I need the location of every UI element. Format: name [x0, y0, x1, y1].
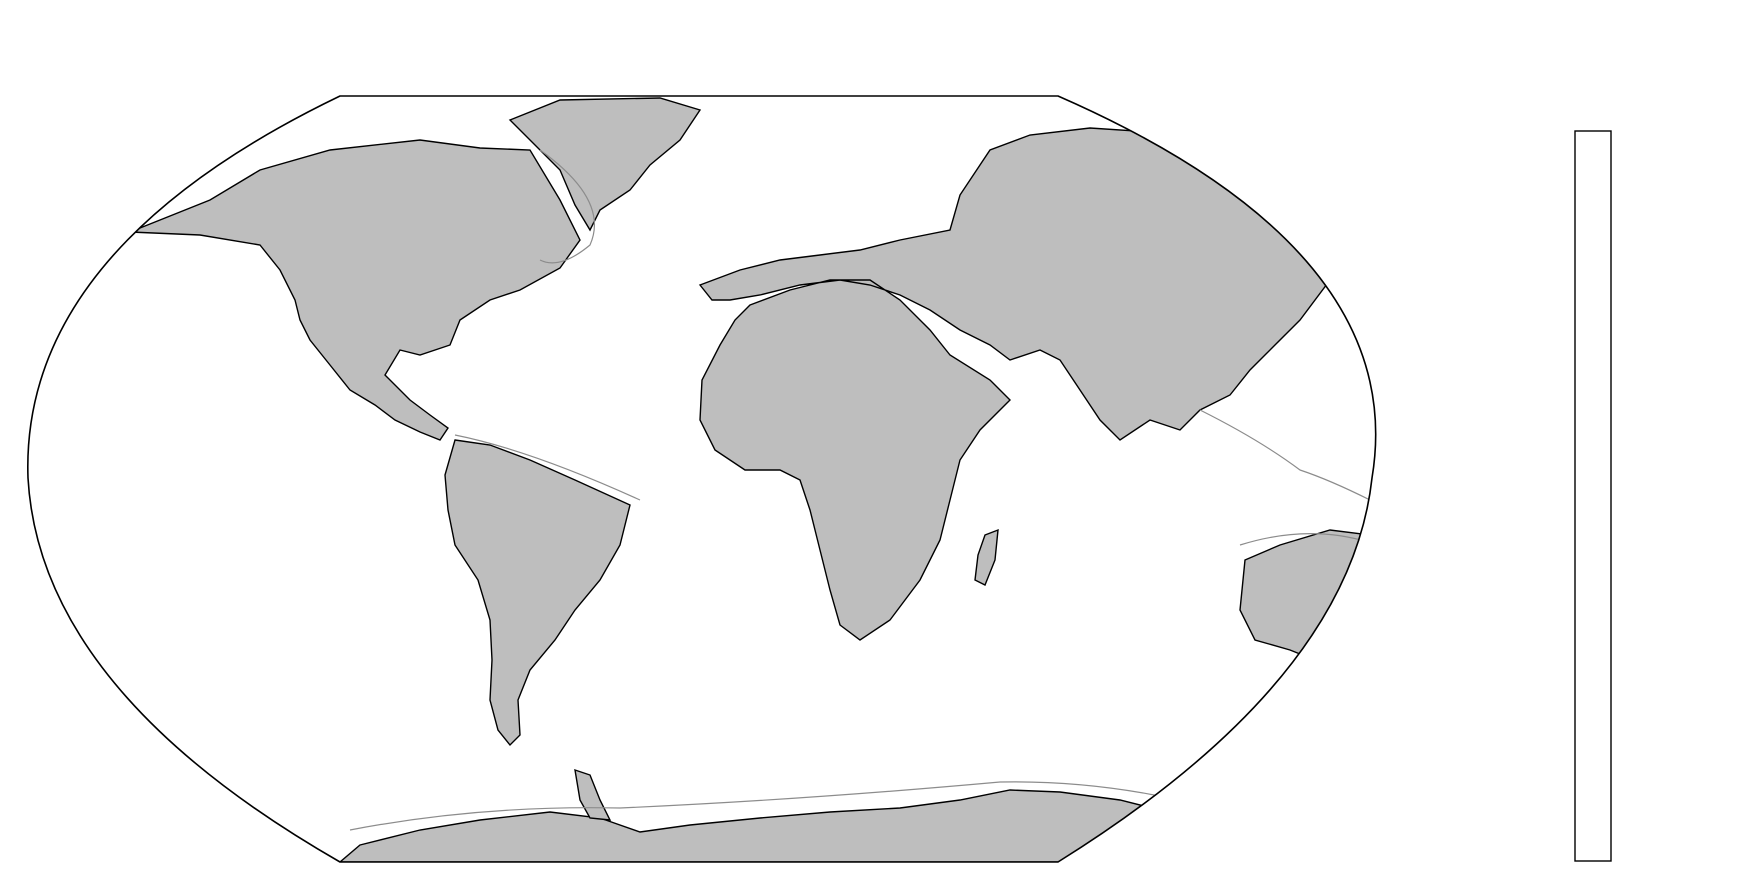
land-madagascar: [974, 528, 999, 586]
colorbar: [1574, 130, 1612, 862]
land-eurasia-africa: [698, 127, 1376, 641]
land-south-america: [444, 439, 631, 747]
world-map: [27, 95, 1377, 863]
land-antarctic-peninsula: [574, 768, 612, 821]
globe-outline: [27, 95, 1377, 863]
land-australia: [1239, 529, 1376, 663]
land-masses: [129, 97, 1376, 862]
colorbar-frame: [1574, 130, 1612, 862]
land-antarctica: [338, 789, 1202, 862]
land-greenland: [508, 97, 702, 232]
bathymetry-contours: [349, 149, 1376, 831]
land-north-america: [129, 139, 581, 441]
